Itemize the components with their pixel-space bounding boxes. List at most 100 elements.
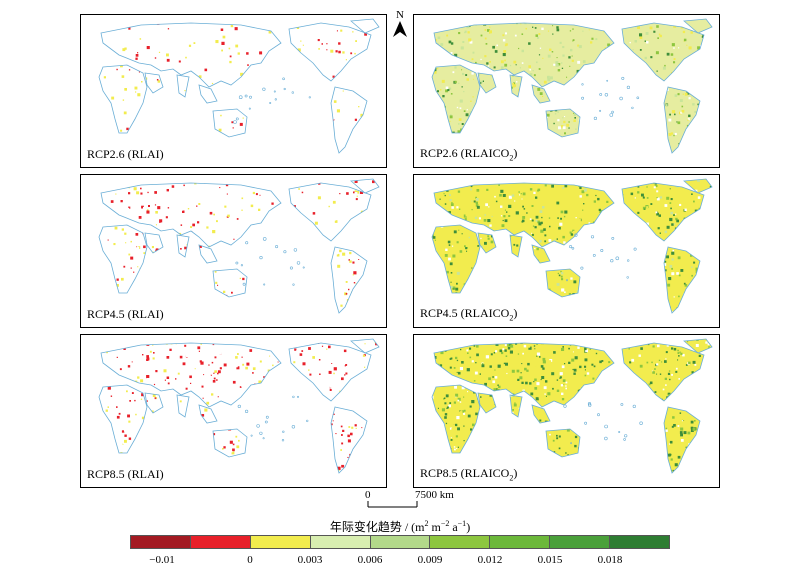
scale-end-label: 7500 km: [415, 489, 454, 501]
coastline: [477, 72, 497, 94]
island: [292, 283, 295, 286]
island: [624, 434, 628, 438]
coastline: [98, 224, 148, 294]
island: [291, 91, 295, 94]
legend-swatch-6: [490, 536, 551, 548]
coastline: [288, 182, 372, 242]
world-map-rcp26-rlaico2: [431, 18, 713, 154]
island: [593, 116, 597, 120]
coastline: [198, 84, 218, 104]
legend-label-1: 0: [247, 554, 253, 566]
island: [604, 436, 608, 441]
island: [619, 96, 623, 101]
island: [283, 87, 286, 91]
island: [250, 434, 253, 437]
island: [245, 241, 249, 245]
coastline: [100, 22, 282, 88]
coastline: [98, 64, 148, 134]
island: [587, 402, 592, 406]
legend-swatch-8: [610, 536, 670, 548]
island: [621, 76, 625, 80]
island: [597, 413, 600, 417]
coastline: [531, 84, 551, 104]
island: [604, 93, 609, 97]
island: [296, 261, 301, 265]
island: [262, 237, 267, 241]
north-letter: N: [396, 9, 404, 21]
island: [590, 235, 595, 239]
world-map-rcp26-rlai: [98, 18, 380, 154]
coastline: [330, 406, 368, 474]
coastline: [663, 86, 701, 154]
land-fill: [432, 19, 712, 153]
island: [262, 87, 266, 91]
island: [308, 96, 311, 99]
island: [563, 404, 567, 408]
island: [633, 247, 637, 251]
island: [256, 424, 260, 428]
island: [636, 96, 640, 100]
coastline: [531, 404, 551, 424]
island: [269, 102, 272, 105]
coastline: [545, 428, 581, 458]
coastline: [144, 392, 164, 414]
coastline: [212, 108, 248, 138]
island: [623, 438, 626, 441]
legend-swatch-7: [550, 536, 611, 548]
island: [282, 77, 285, 81]
island: [245, 409, 249, 413]
island: [606, 79, 609, 82]
land-fill: [99, 179, 379, 313]
island: [265, 415, 269, 419]
island: [569, 245, 573, 249]
island: [626, 85, 630, 89]
island: [244, 94, 248, 98]
island: [584, 421, 588, 425]
island: [574, 233, 578, 237]
island: [620, 403, 624, 406]
legend-swatch-2: [250, 536, 311, 548]
coastline: [350, 338, 380, 354]
map-panel-rcp45-rlaico2: RCP4.5 (RLAICO2): [413, 174, 720, 328]
coastline: [212, 268, 248, 298]
panel-label-rcp45-rlaico2: RCP4.5 (RLAICO2): [420, 305, 518, 322]
island: [274, 98, 277, 101]
world-map-rcp45-rlaico2: [431, 178, 713, 314]
land-fill: [432, 179, 712, 313]
island: [611, 110, 614, 114]
island: [275, 245, 279, 249]
coastline: [350, 18, 380, 34]
coastline: [100, 182, 282, 248]
legend-swatch-3: [310, 536, 371, 548]
coastline: [176, 394, 190, 418]
map-panel-rcp85-rlai: RCP8.5 (RLAI): [80, 334, 387, 488]
legend-color-bar: [130, 535, 670, 549]
coastline: [433, 182, 615, 248]
world-map-rcp45-rlai: [98, 178, 380, 314]
legend-swatch-4: [370, 536, 431, 548]
coastline: [663, 246, 701, 314]
island: [235, 261, 239, 265]
island: [581, 96, 585, 100]
island: [599, 109, 602, 112]
legend-label-3: 0.006: [357, 554, 383, 566]
island: [571, 247, 575, 250]
island: [292, 395, 295, 399]
scale-bar: 0 7500 km: [365, 489, 455, 511]
legend-label-4: 0.009: [417, 554, 443, 566]
island: [262, 437, 265, 440]
island: [302, 266, 305, 269]
coastline: [431, 64, 481, 134]
island: [306, 419, 309, 423]
coastline: [176, 234, 190, 258]
legend-labels: −0.01 0 0.003 0.006 0.009 0.012 0.015 0.018: [0, 554, 800, 570]
island: [273, 90, 276, 93]
island: [627, 259, 630, 262]
island: [289, 266, 293, 270]
panel-label-rcp26-rlaico2: RCP2.6 (RLAICO2): [420, 145, 518, 162]
land-fill: [432, 339, 712, 473]
coastline: [212, 428, 248, 458]
island: [566, 279, 569, 282]
coastline: [621, 182, 705, 242]
island: [264, 420, 268, 424]
